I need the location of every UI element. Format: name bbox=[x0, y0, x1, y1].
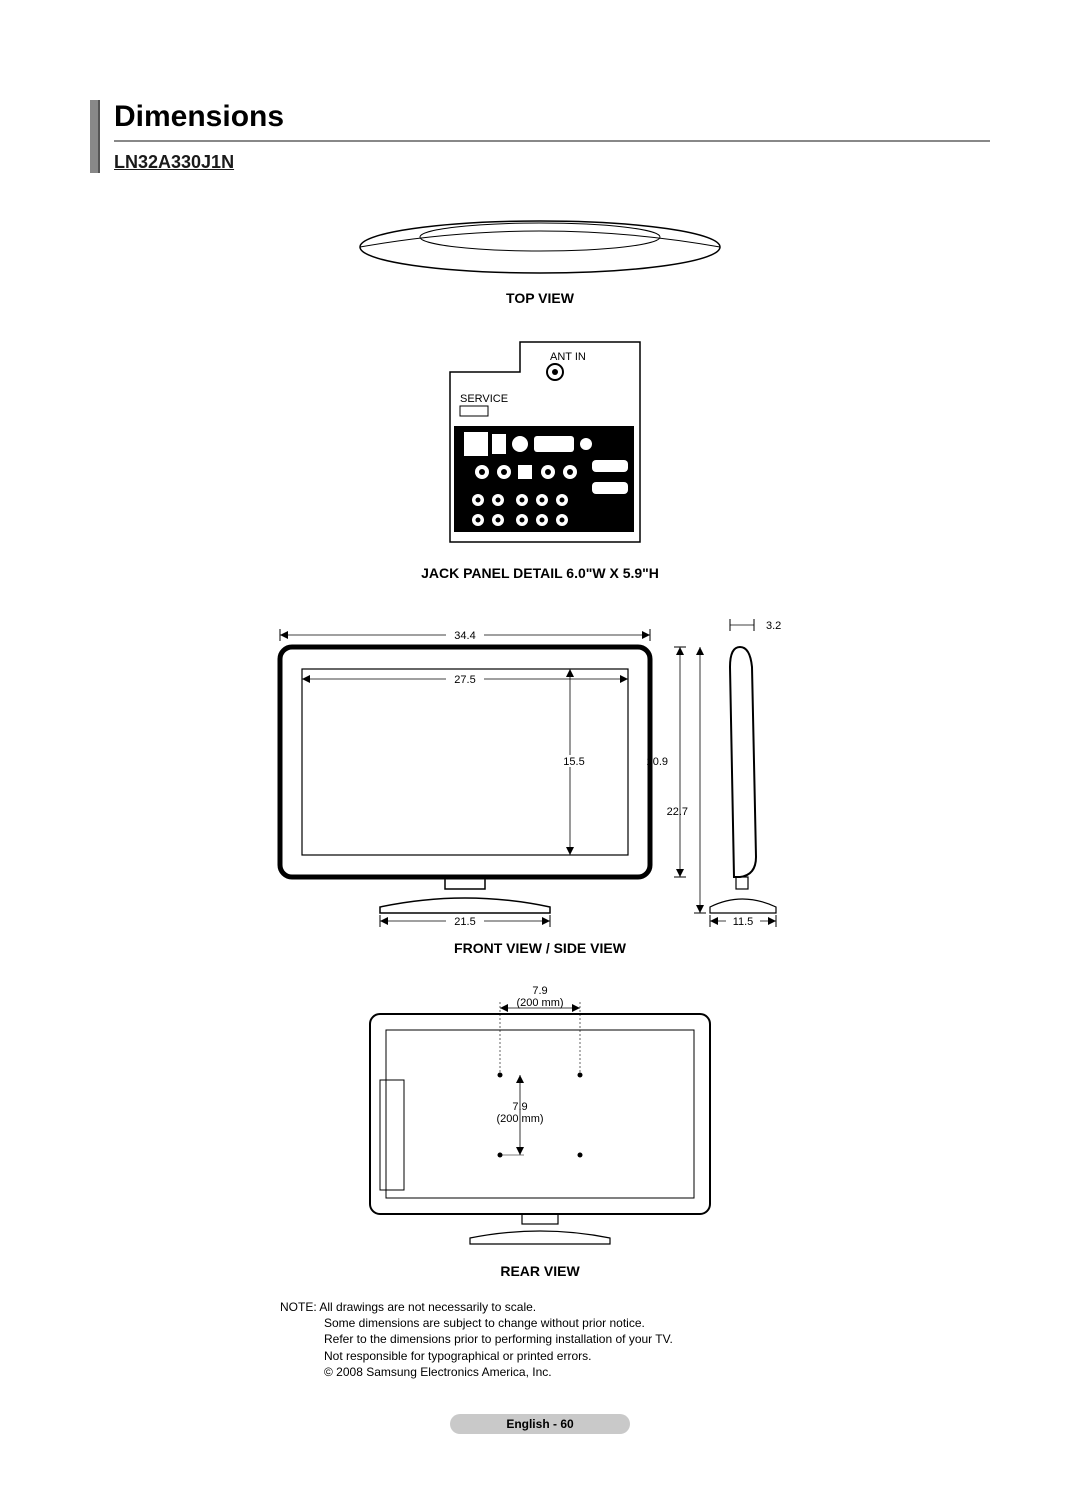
note-line-3: Refer to the dimensions prior to perform… bbox=[280, 1331, 800, 1347]
dim-width-outer: 34.4 bbox=[454, 630, 475, 642]
rear-view-svg: 7.9 (200 mm) 7.9 (200 mm) bbox=[350, 980, 730, 1250]
front-side-diagram: 34.4 27.5 15.5 21.5 3.2 bbox=[90, 607, 990, 956]
rear-view-caption: REAR VIEW bbox=[90, 1263, 990, 1279]
dim-depth-stand: 11.5 bbox=[733, 916, 754, 927]
jack-panel-caption: JACK PANEL DETAIL 6.0"W X 5.9"H bbox=[90, 565, 990, 581]
dim-vesa-w-mm: (200 mm) bbox=[516, 997, 563, 1009]
note-line-4: Not responsible for typographical or pri… bbox=[280, 1348, 800, 1364]
dim-vesa-w: 7.9 bbox=[532, 985, 547, 997]
page-number-pill: English - 60 bbox=[450, 1414, 629, 1434]
page-footer: English - 60 bbox=[90, 1414, 990, 1434]
top-view-svg bbox=[350, 197, 730, 277]
dim-height-inner: 15.5 bbox=[563, 756, 584, 768]
accent-bar bbox=[90, 100, 100, 173]
front-side-caption: FRONT VIEW / SIDE VIEW bbox=[90, 940, 990, 956]
dim-width-inner: 27.5 bbox=[454, 674, 475, 686]
note-block: NOTE: All drawings are not necessarily t… bbox=[280, 1299, 800, 1380]
rear-view-diagram: 7.9 (200 mm) 7.9 (200 mm) REAR VIEW bbox=[90, 980, 990, 1279]
jack-panel-diagram: ANT IN SERVICE JACK PANEL bbox=[90, 332, 990, 581]
dim-depth-top: 3.2 bbox=[766, 620, 781, 632]
note-line-1: All drawings are not necessarily to scal… bbox=[319, 1300, 536, 1314]
top-view-diagram: TOP VIEW bbox=[90, 197, 990, 306]
note-label: NOTE: bbox=[280, 1300, 317, 1314]
ant-in-label: ANT IN bbox=[550, 351, 586, 363]
page-header: Dimensions LN32A330J1N bbox=[90, 100, 990, 173]
section-title: Dimensions bbox=[114, 100, 990, 134]
top-view-caption: TOP VIEW bbox=[90, 290, 990, 306]
note-line-2: Some dimensions are subject to change wi… bbox=[280, 1315, 800, 1331]
dim-stand-width: 21.5 bbox=[454, 916, 475, 927]
dim-vesa-h: 7.9 bbox=[512, 1101, 527, 1113]
note-line-5: © 2008 Samsung Electronics America, Inc. bbox=[280, 1364, 800, 1380]
front-side-svg: 34.4 27.5 15.5 21.5 3.2 bbox=[220, 607, 860, 927]
jack-panel-svg: ANT IN SERVICE bbox=[430, 332, 650, 552]
service-label: SERVICE bbox=[460, 393, 508, 405]
title-underline bbox=[114, 140, 990, 142]
dim-vesa-h-mm: (200 mm) bbox=[496, 1113, 543, 1125]
model-number: LN32A330J1N bbox=[114, 152, 990, 173]
dim-height-full: 22.7 bbox=[667, 806, 688, 818]
dim-height-outer: 20.9 bbox=[647, 756, 668, 768]
